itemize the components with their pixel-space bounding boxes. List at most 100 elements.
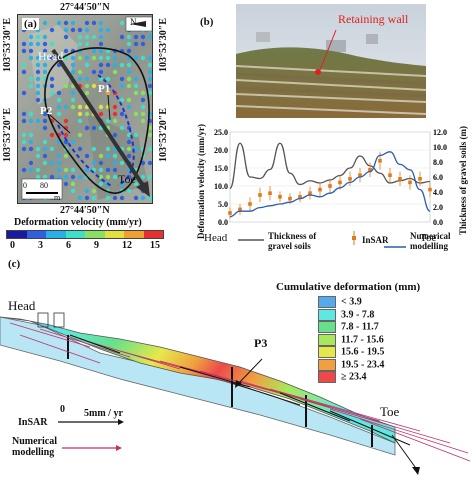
numerical-modelling-line <box>229 151 431 218</box>
p1-label: P1 <box>98 83 111 95</box>
legend-swatch <box>318 308 336 321</box>
insar-point <box>105 55 111 61</box>
insar-point <box>42 41 48 47</box>
insar-point <box>133 181 139 187</box>
head-label-a: Head <box>38 49 64 63</box>
insar-point <box>119 76 125 82</box>
y-left-tick-label: 0.0 <box>218 218 228 227</box>
insar-point <box>42 146 48 152</box>
insar-point <box>348 177 352 181</box>
insar-point <box>42 111 48 117</box>
insar-point <box>119 111 125 117</box>
insar-point <box>98 111 104 117</box>
p1-leader <box>107 94 111 121</box>
insar-point <box>49 76 55 82</box>
insar-point <box>105 48 111 54</box>
legend-insar-swatch <box>348 230 360 246</box>
insar-point <box>84 167 90 173</box>
insar-point <box>42 20 48 26</box>
insar-point <box>133 111 139 117</box>
cumulative-legend: < 3.9 3.9 - 7.8 7.8 - 11.7 11.7 - 15.6 15.6 … <box>318 296 438 384</box>
insar-point <box>42 174 48 180</box>
numerical-scale-label: Numerical modelling <box>12 436 57 458</box>
legend-label: 7.8 - 11.7 <box>341 321 379 333</box>
y-right-tick-label: 0.0 <box>433 218 443 227</box>
p2-label: P2 <box>40 105 53 117</box>
insar-point <box>358 173 362 177</box>
insar-point <box>119 125 125 131</box>
panel-a-map-svg <box>18 15 152 203</box>
insar-point <box>28 34 34 40</box>
insar-point <box>77 41 83 47</box>
insar-point <box>126 97 132 103</box>
insar-point <box>70 69 76 75</box>
insar-point <box>91 188 97 194</box>
insar-point <box>35 153 41 159</box>
colorbar-tick: 3 <box>38 240 43 251</box>
insar-point <box>70 174 76 180</box>
insar-point <box>63 118 69 124</box>
legend-label: < 3.9 <box>341 296 362 308</box>
scale-zero-label: 0 <box>60 404 65 415</box>
y-right-tick-label: 12.0 <box>433 128 447 137</box>
insar-point <box>28 160 34 166</box>
insar-point <box>56 90 62 96</box>
toe-label-b: Toe <box>420 232 437 244</box>
insar-point <box>49 174 55 180</box>
insar-point <box>91 34 97 40</box>
insar-point <box>105 195 111 201</box>
legend-swatch <box>318 296 336 308</box>
insar-point <box>238 207 242 212</box>
colorbar-ticks: 0 3 6 9 12 15 <box>0 240 170 252</box>
colorbar-segment <box>26 231 46 238</box>
head-label-b: Head <box>204 232 228 244</box>
insar-point <box>21 132 27 138</box>
insar-point <box>133 83 139 89</box>
colorbar-segment <box>85 231 105 238</box>
insar-point <box>49 83 55 89</box>
colorbar-tick: 0 <box>10 240 15 251</box>
insar-point <box>98 20 104 26</box>
y-right-tick-label: 8.0 <box>433 158 443 167</box>
insar-point <box>105 146 111 152</box>
insar-point <box>21 69 27 75</box>
insar-point <box>98 76 104 82</box>
insar-point <box>248 202 252 206</box>
insar-point <box>84 20 90 26</box>
insar-point <box>77 27 83 33</box>
insar-point <box>84 111 90 117</box>
insar-point <box>126 188 132 194</box>
insar-point <box>91 20 97 26</box>
panel-b-label: (b) <box>200 16 214 28</box>
insar-point <box>77 55 83 61</box>
insar-point <box>133 76 139 82</box>
legend-numerical-label: Numerical modelling <box>410 231 451 251</box>
insar-point <box>77 69 83 75</box>
scale-velocity-label: 5mm / yr <box>84 408 123 419</box>
insar-point <box>42 34 48 40</box>
colorbar-segment <box>104 231 124 238</box>
insar-point <box>28 146 34 152</box>
insar-point <box>91 69 97 75</box>
insar-point <box>84 125 90 131</box>
insar-point <box>63 104 69 110</box>
colorbar-segment <box>46 231 66 238</box>
insar-point <box>408 180 412 185</box>
insar-point <box>84 41 90 47</box>
insar-point <box>140 195 146 201</box>
insar-point <box>77 34 83 40</box>
insar-point <box>133 90 139 96</box>
insar-point <box>77 76 83 82</box>
insar-point <box>70 27 76 33</box>
insar-point <box>21 139 27 145</box>
legend-swatch <box>318 346 336 358</box>
insar-point <box>56 20 62 26</box>
insar-point <box>42 125 48 131</box>
insar-point <box>112 167 118 173</box>
cumulative-legend-item: < 3.9 <box>318 296 438 309</box>
insar-point <box>35 69 41 75</box>
insar-points <box>21 20 152 201</box>
insar-point <box>98 174 104 180</box>
insar-point <box>418 177 422 181</box>
insar-point <box>112 174 118 180</box>
